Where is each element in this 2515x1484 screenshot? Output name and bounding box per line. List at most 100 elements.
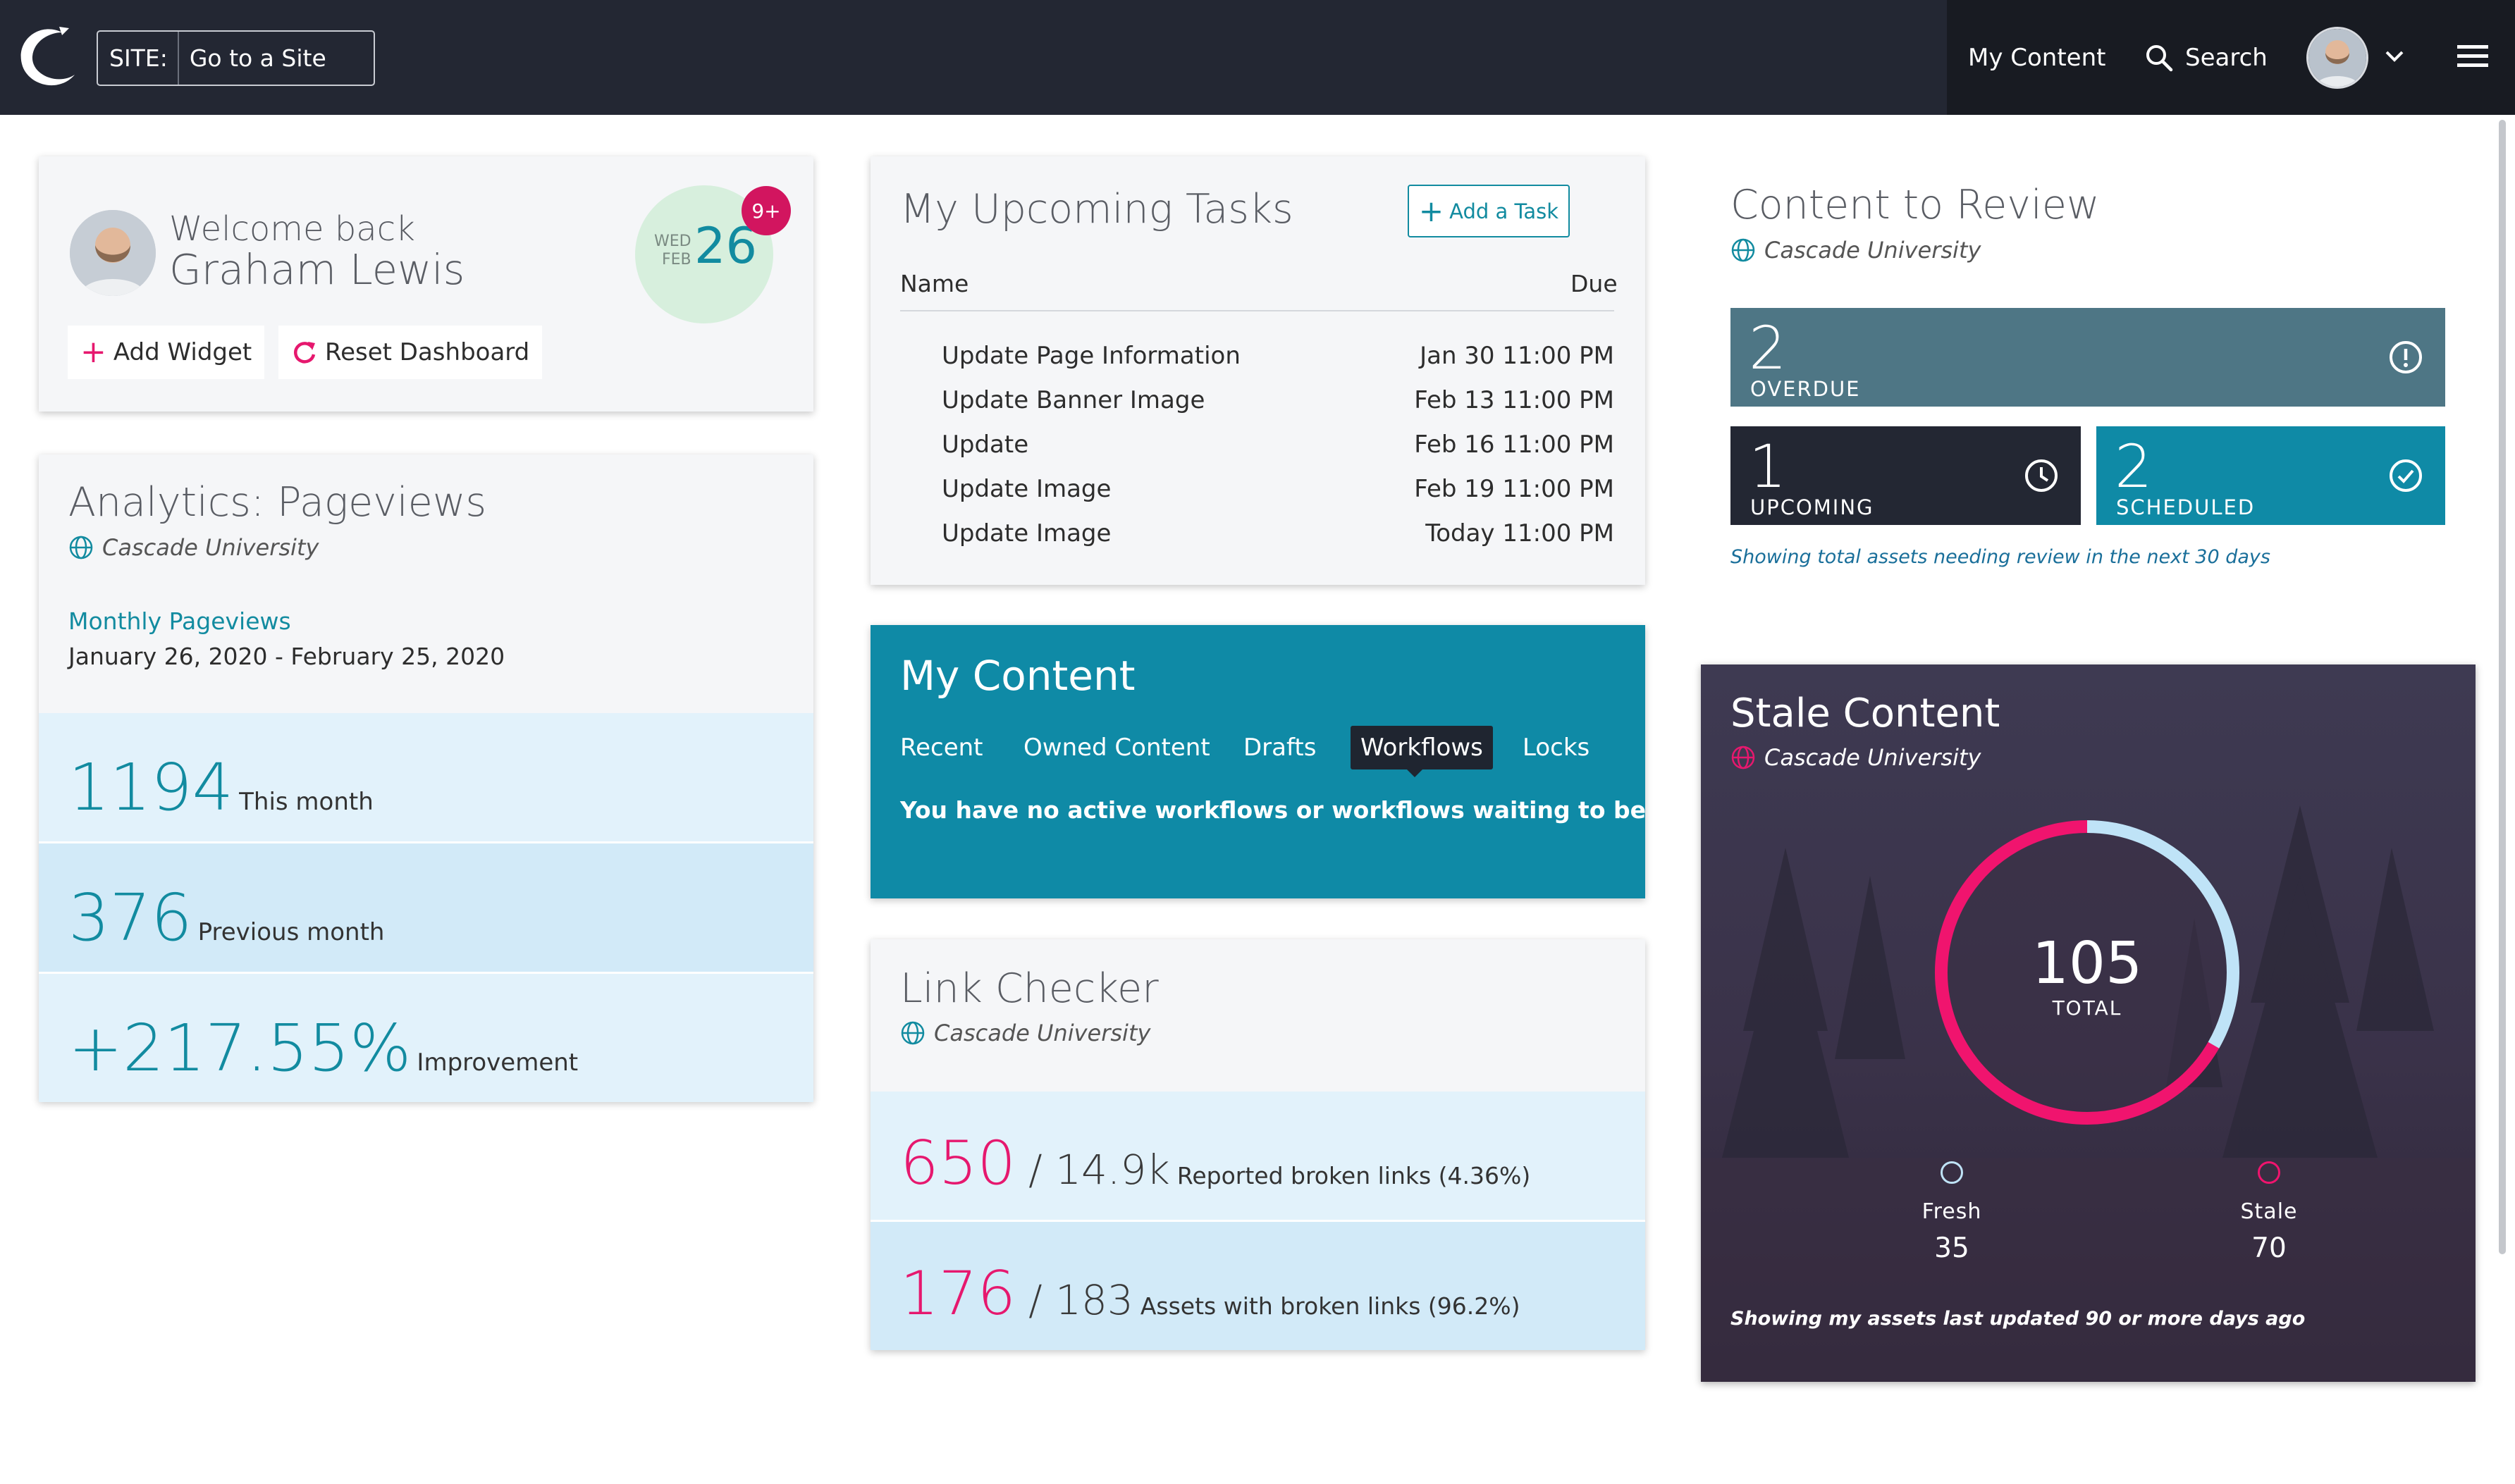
metric-label: Improvement: [417, 1049, 579, 1077]
globe-icon: [1730, 745, 1756, 770]
upcoming-count: 1: [1749, 432, 1787, 501]
task-name[interactable]: Update: [942, 430, 1029, 459]
globe-icon: [900, 1020, 926, 1046]
metric-label: This month: [239, 788, 374, 816]
add-widget-button[interactable]: + Add Widget: [68, 326, 265, 379]
stale-site-name: Cascade University: [1764, 744, 1981, 771]
chevron-down-icon[interactable]: [2384, 48, 2405, 65]
broken-links-count: 650: [900, 1128, 1016, 1199]
stale-total-value: 105: [2031, 930, 2143, 997]
stale-legend-icon: [2258, 1161, 2280, 1184]
add-task-label: Add a Task: [1449, 199, 1559, 223]
metric-label: Previous month: [197, 918, 385, 946]
search-link[interactable]: Search: [2144, 0, 2268, 115]
metric-this-month: 1194 This month: [39, 713, 813, 841]
task-row[interactable]: Update Feb 16 11:00 PM: [942, 422, 1614, 466]
task-due: Jan 30 11:00 PM: [1420, 341, 1614, 370]
add-task-button[interactable]: + Add a Task: [1408, 185, 1570, 237]
broken-assets-count: 176: [900, 1259, 1016, 1329]
refresh-icon: [291, 339, 318, 366]
scheduled-box[interactable]: 2 SCHEDULED: [2096, 426, 2445, 525]
clock-icon: [2023, 457, 2060, 494]
scheduled-label: SCHEDULED: [2116, 495, 2256, 519]
monthly-pageviews-label: Monthly Pageviews: [68, 607, 291, 635]
analytics-site-name: Cascade University: [102, 534, 319, 561]
user-avatar[interactable]: [2306, 27, 2368, 89]
my-content-link[interactable]: My Content: [1968, 43, 2106, 72]
fresh-label: Fresh: [1921, 1199, 1982, 1224]
metric-value: 1194: [68, 750, 234, 825]
metric-improvement: +217.55% Improvement: [39, 974, 813, 1102]
task-name[interactable]: Update Page Information: [942, 341, 1241, 370]
tab-workflows[interactable]: Workflows: [1351, 726, 1493, 769]
link-checker-site-name: Cascade University: [934, 1020, 1151, 1046]
broken-links-row[interactable]: 650 / 14.9k Reported broken links (4.36%…: [871, 1092, 1645, 1220]
review-note: Showing total assets needing review in t…: [1730, 546, 2270, 568]
task-due: Feb 16 11:00 PM: [1414, 430, 1614, 459]
active-tab-pointer: [1407, 769, 1422, 777]
alert-circle-icon: [2387, 339, 2424, 376]
welcome-back-text: Welcome back: [169, 209, 415, 249]
fresh-value: 35: [1934, 1232, 1969, 1264]
metric-value: 376: [68, 880, 192, 956]
site-search-input[interactable]: Go to a Site: [189, 44, 326, 72]
page-scrollbar[interactable]: [2499, 120, 2506, 1254]
review-title: Content to Review: [1730, 182, 2100, 228]
metric-value: +217.55%: [68, 1010, 412, 1086]
user-name: Graham Lewis: [169, 245, 465, 294]
task-name[interactable]: Update Banner Image: [942, 385, 1205, 414]
upcoming-box[interactable]: 1 UPCOMING: [1730, 426, 2081, 525]
scheduled-count: 2: [2115, 432, 2153, 501]
plus-icon: +: [80, 334, 106, 370]
reset-dashboard-label: Reset Dashboard: [325, 338, 530, 366]
review-site-name: Cascade University: [1764, 237, 1981, 264]
check-circle-icon: [2387, 457, 2424, 494]
metric-previous-month: 376 Previous month: [39, 843, 813, 972]
top-navigation-bar: SITE: Go to a Site My Content Search: [0, 0, 2515, 115]
notification-badge[interactable]: 9+: [742, 186, 791, 235]
overdue-box[interactable]: 2 OVERDUE: [1730, 308, 2445, 407]
task-row[interactable]: Update Image Feb 19 11:00 PM: [942, 466, 1614, 511]
task-name[interactable]: Update Image: [942, 519, 1112, 548]
link-checker-site-tag: Cascade University: [900, 1020, 1150, 1046]
broken-assets-total: / 183: [1028, 1276, 1133, 1324]
date-day: WED: [654, 233, 691, 250]
fresh-legend-icon: [1941, 1161, 1963, 1184]
hamburger-menu-icon[interactable]: [2457, 44, 2488, 69]
task-row[interactable]: Update Banner Image Feb 13 11:00 PM: [942, 378, 1614, 422]
tab-recent[interactable]: Recent: [900, 734, 983, 762]
date-month: FEB: [661, 251, 691, 268]
stale-donut-chart: [1932, 817, 2242, 1127]
broken-links-label: Reported broken links (4.36%): [1176, 1162, 1531, 1189]
welcome-avatar: [70, 210, 156, 296]
task-row[interactable]: Update Image Today 11:00 PM: [942, 511, 1614, 555]
date-number: 26: [694, 217, 758, 275]
tab-owned-content[interactable]: Owned Content: [1023, 734, 1210, 762]
upcoming-label: UPCOMING: [1750, 495, 1874, 519]
fresh-legend: Fresh 35: [1912, 1161, 1991, 1264]
task-row[interactable]: Update Page Information Jan 30 11:00 PM: [942, 333, 1614, 378]
tasks-title: My Upcoming Tasks: [900, 186, 1293, 233]
globe-icon: [68, 535, 94, 560]
my-content-title: My Content: [900, 652, 1136, 700]
stale-value: 70: [2251, 1232, 2287, 1264]
my-content-card: [871, 625, 1645, 898]
analytics-site-tag: Cascade University: [68, 534, 319, 561]
date-day-month: WED FEB: [654, 233, 691, 269]
overdue-count: 2: [1749, 314, 1787, 383]
task-name[interactable]: Update Image: [942, 474, 1112, 503]
stale-note: Showing my assets last updated 90 or mor…: [1730, 1308, 2306, 1330]
broken-assets-label: Assets with broken links (96.2%): [1140, 1292, 1520, 1320]
stale-site-tag: Cascade University: [1730, 744, 1981, 771]
my-content-message: You have no active workflows or workflow…: [900, 796, 1771, 824]
broken-assets-row[interactable]: 176 / 183 Assets with broken links (96.2…: [871, 1222, 1645, 1350]
cascade-logo[interactable]: [18, 25, 79, 89]
review-site-tag: Cascade University: [1730, 237, 1981, 264]
tasks-column-due: Due: [1570, 270, 1618, 297]
search-label: Search: [2185, 43, 2268, 72]
globe-icon: [1730, 237, 1756, 263]
site-selector[interactable]: SITE: Go to a Site: [97, 30, 375, 86]
tab-drafts[interactable]: Drafts: [1243, 734, 1317, 762]
reset-dashboard-button[interactable]: Reset Dashboard: [278, 326, 543, 379]
tab-locks[interactable]: Locks: [1523, 734, 1590, 762]
